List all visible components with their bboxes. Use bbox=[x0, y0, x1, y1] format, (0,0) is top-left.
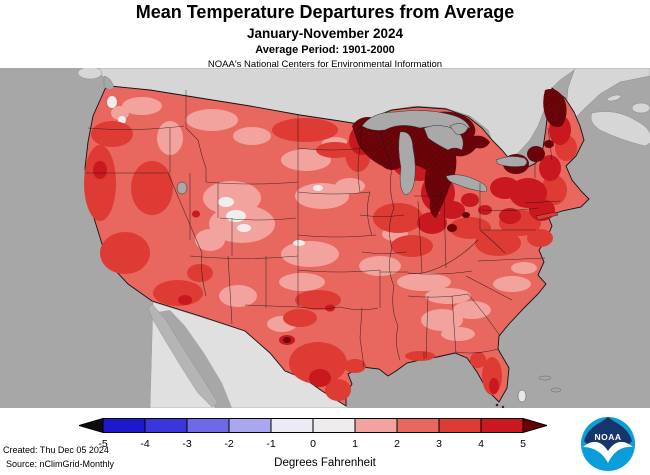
colorbar-segment bbox=[396, 418, 440, 433]
colorbar-segment bbox=[438, 418, 482, 433]
bahamas-bank-2 bbox=[550, 387, 562, 393]
state-borders bbox=[85, 90, 561, 368]
great-salt-lake bbox=[176, 181, 188, 195]
departure-0-1-spots bbox=[107, 96, 323, 246]
georgian-bay bbox=[449, 123, 469, 135]
lake-ontario bbox=[495, 156, 528, 167]
colorbar-right-arrow bbox=[522, 417, 547, 434]
departure-1-2-patches bbox=[111, 97, 537, 341]
us-temperature-map bbox=[0, 66, 650, 409]
colorbar-segment bbox=[102, 418, 146, 433]
colorbar-tick-labels: -5 -4 -3 -2 -1 0 1 2 3 4 5 bbox=[79, 438, 547, 452]
average-period-label: Average Period: 1901-2000 bbox=[255, 44, 395, 56]
page-title: Mean Temperature Departures from Average bbox=[135, 2, 515, 22]
header: Mean Temperature Departures from Average… bbox=[0, 0, 650, 70]
noaa-logo-seagull bbox=[583, 441, 633, 463]
organization-label: NOAA's National Centers for Environmenta… bbox=[207, 59, 443, 70]
lake-erie bbox=[445, 174, 488, 193]
colorbar-tick-label: -1 bbox=[266, 438, 276, 450]
great-lakes bbox=[176, 110, 528, 196]
colorbar-tick-label: -2 bbox=[224, 438, 234, 450]
data-source-label: Source: nClimGrid-Monthly bbox=[6, 459, 115, 469]
colorbar-segment bbox=[228, 418, 272, 433]
mexico-landmass bbox=[147, 301, 349, 409]
colorbar-left-arrow bbox=[79, 417, 104, 434]
lake-michigan bbox=[398, 131, 416, 196]
colorbar-segment bbox=[270, 418, 314, 433]
colorbar-tick-label: 3 bbox=[436, 438, 442, 450]
period-subtitle: January-November 2024 bbox=[246, 26, 404, 41]
colorbar-segment bbox=[480, 418, 524, 433]
bahamas-island bbox=[517, 389, 527, 403]
colorbar-unit-label: Degrees Fahrenheit bbox=[274, 457, 376, 469]
colorbar-tick-label: -4 bbox=[140, 438, 150, 450]
colorbar-segment bbox=[186, 418, 230, 433]
colorbar-segments bbox=[102, 418, 524, 433]
noaa-logo-text: NOAA bbox=[594, 432, 621, 442]
coastal-islands bbox=[103, 75, 562, 409]
colorbar-tick-label: -5 bbox=[98, 438, 108, 450]
colorbar-tick-label: 4 bbox=[478, 438, 484, 450]
created-date-label: Created: Thu Dec 05 2024 bbox=[3, 445, 109, 455]
noaa-logo: NOAA bbox=[581, 417, 635, 471]
baja-california bbox=[147, 303, 219, 408]
florida-key bbox=[495, 403, 499, 407]
colorbar-tick-label: -3 bbox=[182, 438, 192, 450]
colorbar bbox=[79, 417, 547, 434]
puget-sound bbox=[103, 75, 115, 90]
florida-key-2 bbox=[501, 405, 505, 409]
colorbar-tick-label: 5 bbox=[520, 438, 526, 450]
conus-outline bbox=[84, 85, 590, 407]
footer: -5 -4 -3 -2 -1 0 1 2 3 4 5 Created: Thu Dec 05 202… bbox=[0, 408, 650, 475]
long-island bbox=[535, 211, 559, 221]
colorbar-tick-label: 2 bbox=[394, 438, 400, 450]
colorbar-tick-label: 1 bbox=[352, 438, 358, 450]
map-container bbox=[0, 66, 650, 409]
lake-huron bbox=[423, 125, 464, 151]
colorbar-segment bbox=[144, 418, 188, 433]
bahamas-bank bbox=[538, 375, 552, 381]
colorbar-tick-label: 0 bbox=[310, 438, 316, 450]
colorbar-segment bbox=[354, 418, 398, 433]
colorbar-segment bbox=[312, 418, 356, 433]
